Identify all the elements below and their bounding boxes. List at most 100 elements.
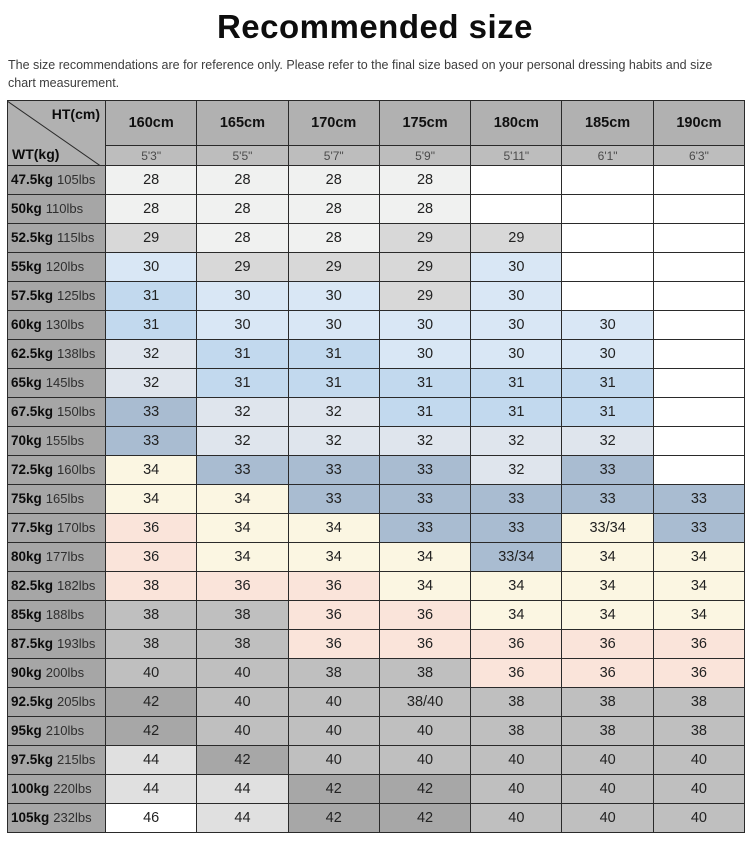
size-cell xyxy=(470,165,563,196)
size-cell: 30 xyxy=(104,252,198,283)
weight-kg-label: 60kg xyxy=(11,317,42,333)
size-cell: 32 xyxy=(470,426,563,457)
table-row: 95kg 210lbs 42 40 40 40 38 38 38 xyxy=(7,716,746,747)
weight-lbs-label: 193lbs xyxy=(57,636,96,652)
size-cell: 30 xyxy=(470,281,563,312)
weight-kg-label: 85kg xyxy=(11,607,42,623)
size-cell: 31 xyxy=(378,397,472,428)
size-cell: 29 xyxy=(378,252,472,283)
height-header-170cm: 170cm xyxy=(287,100,380,147)
size-cell: 40 xyxy=(561,774,654,805)
weight-kg-label: 105kg xyxy=(11,810,50,826)
size-cell: 38 xyxy=(104,629,198,660)
weight-lbs-label: 125lbs xyxy=(57,288,96,304)
size-cell: 31 xyxy=(196,339,289,370)
size-cell: 30 xyxy=(196,310,289,341)
size-cell: 31 xyxy=(287,368,380,399)
size-cell: 33 xyxy=(378,484,472,515)
weight-kg-label: 82.5kg xyxy=(11,578,54,594)
size-cell xyxy=(652,339,746,370)
size-cell: 38 xyxy=(561,687,654,718)
weight-lbs-label: 145lbs xyxy=(45,375,85,391)
size-cell: 33 xyxy=(470,513,563,544)
size-cell: 36 xyxy=(652,629,746,660)
weight-kg-label: 47.5kg xyxy=(11,172,54,188)
size-cell: 40 xyxy=(561,803,654,834)
weight-lbs-label: 130lbs xyxy=(45,317,85,333)
weight-row-header: 67.5kg 150lbs xyxy=(7,397,106,428)
size-cell: 33 xyxy=(104,426,198,457)
weight-kg-label: 77.5kg xyxy=(11,520,54,536)
size-cell: 33 xyxy=(287,455,380,486)
size-cell: 28 xyxy=(196,194,289,225)
size-cell: 30 xyxy=(561,339,654,370)
table-row: 77.5kg 170lbs 36 34 34 33 33 33/34 33 xyxy=(7,513,746,544)
table-row: 62.5kg 138lbs 32 31 31 30 30 30 xyxy=(7,339,746,370)
size-cell: 34 xyxy=(561,600,654,631)
weight-lbs-label: 155lbs xyxy=(45,433,85,449)
size-cell: 34 xyxy=(652,571,746,602)
size-cell: 38/40 xyxy=(378,687,472,718)
size-cell xyxy=(470,194,563,225)
size-cell: 33/34 xyxy=(470,542,563,573)
weight-row-header: 47.5kg 105lbs xyxy=(7,165,106,196)
weight-kg-label: 55kg xyxy=(11,259,42,275)
size-cell: 36 xyxy=(378,629,472,660)
size-cell: 40 xyxy=(287,745,380,776)
size-cell: 36 xyxy=(104,542,198,573)
size-cell: 28 xyxy=(104,194,198,225)
size-cell: 40 xyxy=(378,716,472,747)
weight-kg-label: 100kg xyxy=(11,781,50,797)
size-cell: 40 xyxy=(652,745,746,776)
weight-row-header: 100kg 220lbs xyxy=(7,774,106,805)
size-cell: 31 xyxy=(470,368,563,399)
height-header-160cm: 160cm xyxy=(104,100,198,147)
weight-axis-label: WT(kg) xyxy=(12,146,60,163)
weight-kg-label: 92.5kg xyxy=(11,694,54,710)
weight-lbs-label: 165lbs xyxy=(45,491,85,507)
size-cell: 33/34 xyxy=(561,513,654,544)
weight-lbs-label: 115lbs xyxy=(57,230,95,246)
table-row: 70kg 155lbs 33 32 32 32 32 32 xyxy=(7,426,746,457)
size-cell: 38 xyxy=(652,687,746,718)
table-row: 85kg 188lbs 38 38 36 36 34 34 34 xyxy=(7,600,746,631)
size-cell: 40 xyxy=(561,745,654,776)
size-cell xyxy=(561,194,654,225)
size-cell xyxy=(652,368,746,399)
size-cell: 30 xyxy=(378,339,472,370)
size-cell: 36 xyxy=(287,629,380,660)
size-cell: 31 xyxy=(104,281,198,312)
weight-row-header: 80kg 177lbs xyxy=(7,542,106,573)
size-cell: 31 xyxy=(378,368,472,399)
weight-lbs-label: 150lbs xyxy=(57,404,96,420)
weight-lbs-label: 220lbs xyxy=(53,781,92,797)
size-cell: 36 xyxy=(378,600,472,631)
weight-lbs-label: 110lbs xyxy=(45,201,84,217)
size-cell: 34 xyxy=(652,600,746,631)
size-cell: 34 xyxy=(378,542,472,573)
weight-lbs-label: 188lbs xyxy=(45,607,85,623)
weight-row-header: 85kg 188lbs xyxy=(7,600,106,631)
height-header-180cm: 180cm xyxy=(470,100,563,147)
size-cell xyxy=(652,397,746,428)
size-cell: 34 xyxy=(196,542,289,573)
size-cell: 36 xyxy=(470,658,563,689)
size-cell: 29 xyxy=(196,252,289,283)
feet-header: 5'11" xyxy=(470,145,563,167)
size-cell: 44 xyxy=(196,774,289,805)
size-cell: 31 xyxy=(561,397,654,428)
weight-kg-label: 62.5kg xyxy=(11,346,54,362)
size-cell xyxy=(561,223,654,254)
size-cell: 31 xyxy=(196,368,289,399)
size-cell: 31 xyxy=(104,310,198,341)
size-cell: 34 xyxy=(470,600,563,631)
size-cell: 29 xyxy=(378,223,472,254)
size-cell: 28 xyxy=(196,165,289,196)
size-cell: 42 xyxy=(196,745,289,776)
weight-lbs-label: 177lbs xyxy=(45,549,85,565)
size-cell: 40 xyxy=(652,774,746,805)
weight-row-header: 62.5kg 138lbs xyxy=(7,339,106,370)
table-row: 105kg 232lbs 46 44 42 42 40 40 40 xyxy=(7,803,746,834)
weight-row-header: 97.5kg 215lbs xyxy=(7,745,106,776)
size-cell: 32 xyxy=(287,426,380,457)
